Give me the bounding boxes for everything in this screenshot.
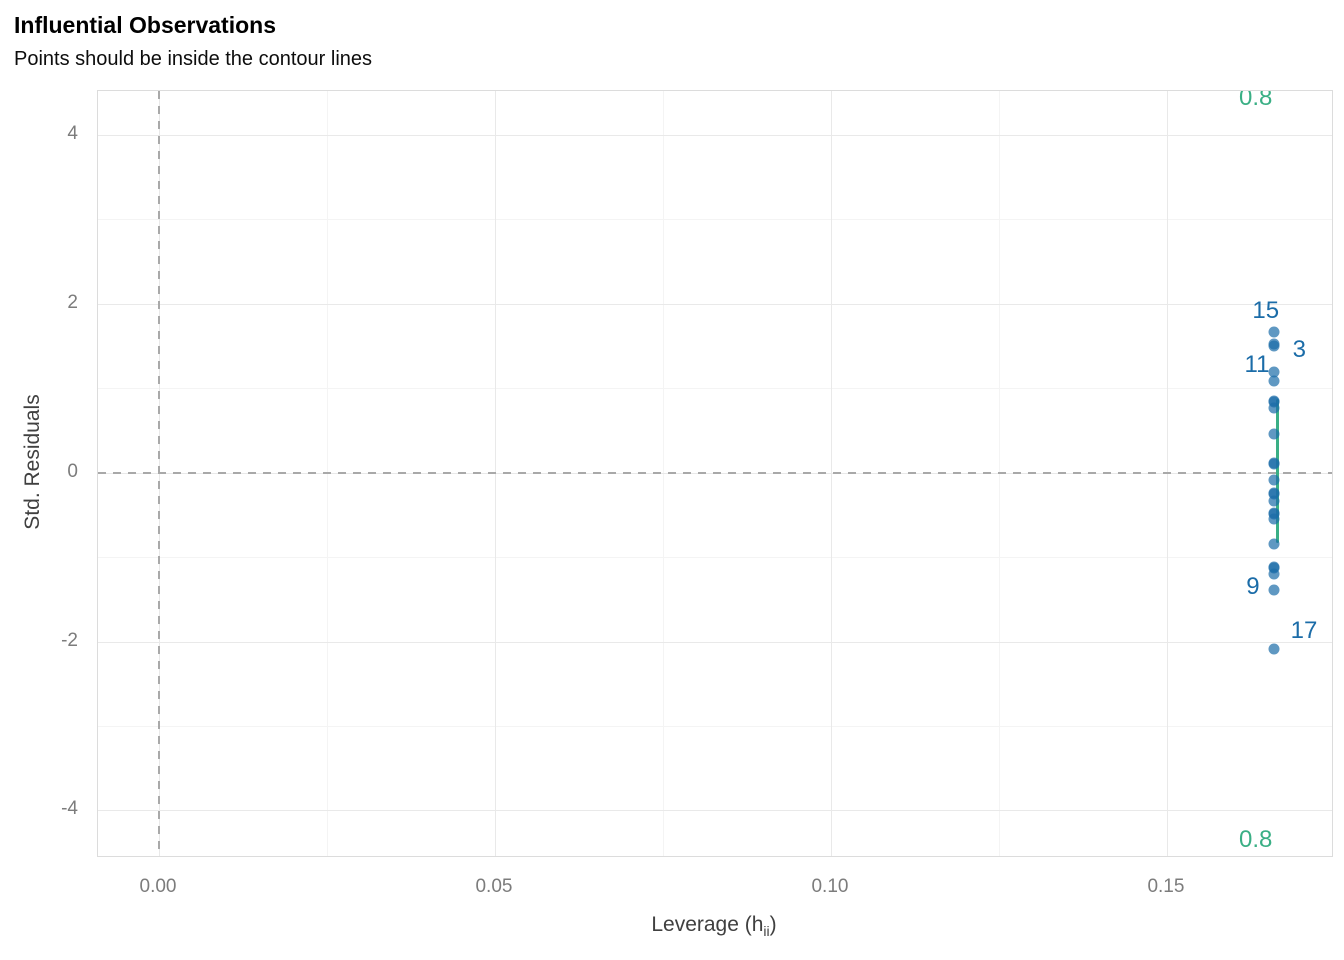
- y-tick-label: 0: [67, 460, 78, 482]
- point-id-label: 3: [1292, 336, 1307, 364]
- gridline-minor-horizontal: [98, 557, 1332, 559]
- y-tick-label: -4: [61, 798, 78, 820]
- contour-level-label: 0.8: [1238, 90, 1273, 111]
- data-point: [1268, 340, 1280, 352]
- contour-level-label: 0.8: [1238, 825, 1273, 853]
- y-axis-title: Std. Residuals: [21, 394, 44, 530]
- data-point: [1268, 474, 1280, 486]
- data-point: [1268, 396, 1280, 408]
- plot-panel: 15 3 11 9 17 0.8 0.8: [97, 90, 1333, 857]
- x-axis-title-end: ): [769, 913, 777, 936]
- gridline-major-horizontal: [98, 134, 1332, 136]
- data-point: [1268, 428, 1280, 440]
- y-tick-label: 4: [67, 122, 78, 144]
- data-point: [1268, 562, 1280, 574]
- x-tick-label: 0.10: [811, 876, 849, 897]
- data-point: [1268, 458, 1280, 470]
- data-point: [1268, 495, 1280, 507]
- gridline-minor-horizontal: [98, 388, 1332, 390]
- data-point: [1268, 326, 1280, 338]
- x-axis-title-subscript: ii: [763, 923, 770, 939]
- y-tick-label: -2: [61, 629, 78, 651]
- point-id-label: 11: [1244, 351, 1270, 379]
- x-axis-title-main: Leverage (h: [651, 913, 764, 936]
- gridline-minor-horizontal: [98, 725, 1332, 727]
- data-point: [1268, 568, 1280, 580]
- data-point: [1268, 488, 1280, 500]
- point-id-label: 9: [1246, 572, 1260, 600]
- data-point: [1268, 643, 1280, 655]
- y-tick-label: 2: [67, 291, 78, 313]
- x-axis-title: Leverage (hii): [97, 913, 1331, 939]
- data-point: [1268, 375, 1280, 387]
- data-point: [1268, 366, 1280, 378]
- x-tick-label: 0.05: [475, 876, 513, 897]
- data-point: [1268, 538, 1280, 550]
- x-tick-label: 0.00: [139, 876, 177, 897]
- x-tick-label: 0.15: [1147, 876, 1185, 897]
- zero-residual-reference-line: [98, 471, 1332, 474]
- point-id-label: 17: [1290, 617, 1318, 645]
- plot-subtitle: Points should be inside the contour line…: [14, 48, 373, 70]
- gridline-major-horizontal: [98, 641, 1332, 643]
- point-id-label: 15: [1252, 296, 1280, 324]
- gridline-major-horizontal: [98, 303, 1332, 305]
- gridline-minor-horizontal: [98, 219, 1332, 221]
- plot-title: Influential Observations: [14, 12, 276, 38]
- data-point: [1268, 584, 1280, 596]
- data-point: [1268, 513, 1280, 525]
- data-point: [1268, 402, 1280, 414]
- gridline-major-horizontal: [98, 810, 1332, 812]
- contour-line-segment: [1276, 398, 1279, 544]
